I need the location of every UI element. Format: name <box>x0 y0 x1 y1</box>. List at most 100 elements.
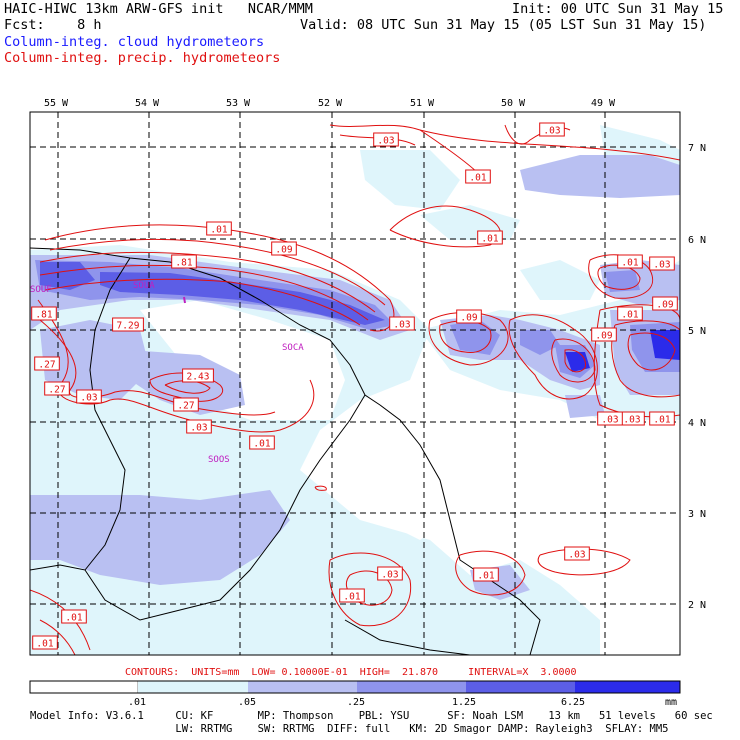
lon-label: 53 W <box>226 98 251 109</box>
contour-label-box <box>591 327 617 342</box>
contour-label: .03 <box>543 126 560 137</box>
contour-label: 2.43 <box>187 372 210 383</box>
model-info-line1: Model Info: V3.6.1 CU: KF MP: Thompson P… <box>30 710 713 722</box>
contour-label-box <box>112 317 144 332</box>
contour-labels: .03 .03 .01 .01 .09 .81 .01 .01 .03 .09 .81 7.29 .03… <box>31 122 678 650</box>
colorbar-unit: mm <box>665 697 677 708</box>
contour-label: 7.29 <box>117 321 140 332</box>
lon-label: 49 W <box>591 98 616 109</box>
contour-label: .03 <box>623 415 640 426</box>
contour-label: .03 <box>393 320 410 331</box>
lon-label: 55 W <box>44 98 69 109</box>
legend-cloud: Column-integ. cloud hydrometeors <box>4 34 265 50</box>
init-time: Init: 00 UTC Sun 31 May 15 <box>512 1 724 17</box>
contour-label: .03 <box>653 260 670 271</box>
contours-info: CONTOURS: UNITS=mm LOW= 0.10000E-01 HIGH… <box>125 667 577 678</box>
contour-label-box <box>564 546 590 561</box>
contour-label: .03 <box>80 393 97 404</box>
valid-time: Valid: 08 UTC Sun 31 May 15 (05 LST Sun … <box>300 17 707 33</box>
colorbar-bin <box>138 681 248 693</box>
contour-label: .81 <box>35 310 52 321</box>
contour-label: .03 <box>190 423 207 434</box>
contour-label: .01 <box>653 415 670 426</box>
contour-label-box <box>389 316 415 331</box>
station-markers <box>183 296 186 304</box>
contour-label: .01 <box>253 439 270 450</box>
contour-label-box <box>617 254 643 269</box>
contour-label: .01 <box>65 613 82 624</box>
colorbar-tick: 6.25 <box>561 697 585 708</box>
lon-label: 50 W <box>501 98 526 109</box>
colorbar-bin <box>575 681 680 693</box>
contour-label-box <box>465 169 491 184</box>
contour-label-box <box>271 241 297 256</box>
place-label: SOUF <box>30 285 52 295</box>
contour-label: .01 <box>481 234 498 245</box>
contour-label-box <box>456 309 482 324</box>
lat-label: 4 N <box>688 418 706 429</box>
contour-label-box <box>473 567 499 582</box>
contour-label: .01 <box>477 571 494 582</box>
colorbar-bin <box>357 681 466 693</box>
contour-label-box <box>173 397 199 412</box>
colorbar: .01 .05 .25 1.25 6.25 mm <box>29 680 681 708</box>
contour-label-box <box>61 609 87 624</box>
contour-label-box <box>597 411 623 426</box>
contour-label: .03 <box>381 570 398 581</box>
contour-label-box <box>617 306 643 321</box>
contour-label: .03 <box>568 550 585 561</box>
lat-label: 6 N <box>688 235 706 246</box>
colorbar-tick: .01 <box>128 697 146 708</box>
legend-precip: Column-integ. precip. hydrometeors <box>4 50 281 66</box>
place-label: SOUA <box>133 281 155 291</box>
colorbar-tick: .05 <box>238 697 256 708</box>
contour-label-box <box>34 356 60 371</box>
contour-label-box <box>477 230 503 245</box>
contour-label-box <box>206 221 232 236</box>
lat-label: 2 N <box>688 600 706 611</box>
map-frame <box>29 111 681 656</box>
lat-label: 7 N <box>688 143 706 154</box>
contour-label: .09 <box>460 313 477 324</box>
colorbar-tick: 1.25 <box>452 697 476 708</box>
lon-label: 52 W <box>318 98 343 109</box>
contour-label-box <box>373 132 399 147</box>
contour-label: .09 <box>656 300 673 311</box>
contour-label-box <box>182 368 214 383</box>
contour-label: .27 <box>38 360 55 371</box>
contour-label: .27 <box>48 385 65 396</box>
contour-label: .03 <box>601 415 618 426</box>
contour-label: .01 <box>210 225 227 236</box>
contour-label-box <box>649 411 675 426</box>
contour-label-box <box>171 254 197 269</box>
place-label: SOCA <box>282 343 304 353</box>
contour-label: .01 <box>621 258 638 269</box>
lon-label: 54 W <box>135 98 160 109</box>
lat-label: 5 N <box>688 326 706 337</box>
lat-label: 3 N <box>688 509 706 520</box>
contour-label: .09 <box>595 331 612 342</box>
contour-label-box <box>377 566 403 581</box>
contour-label: .01 <box>36 639 53 650</box>
forecast-hour: Fcst: 8 h <box>4 17 102 33</box>
lon-labels: 55 W 54 W 53 W 52 W 51 W 50 W 49 W <box>44 98 616 109</box>
contour-label-box <box>339 588 365 603</box>
colorbar-tick: .25 <box>347 697 365 708</box>
lat-labels: 7 N 6 N 5 N 4 N 3 N 2 N <box>688 143 706 611</box>
place-label: SOOS <box>208 455 230 465</box>
contour-label: .01 <box>469 173 486 184</box>
contour-label: .01 <box>621 310 638 321</box>
contour-label-box <box>249 435 275 450</box>
place-labels: SOUF SOUA SOCA SOOS <box>30 281 304 465</box>
contour-label: .09 <box>275 245 292 256</box>
contour-label-box <box>76 389 102 404</box>
contour-label-box <box>186 419 212 434</box>
contour-label: .27 <box>177 401 194 412</box>
contour-label-box <box>32 635 58 650</box>
contour-label: .01 <box>343 592 360 603</box>
colorbar-bin <box>466 681 575 693</box>
contour-label: .81 <box>175 258 192 269</box>
lon-label: 51 W <box>410 98 435 109</box>
contour-label-box <box>31 306 57 321</box>
